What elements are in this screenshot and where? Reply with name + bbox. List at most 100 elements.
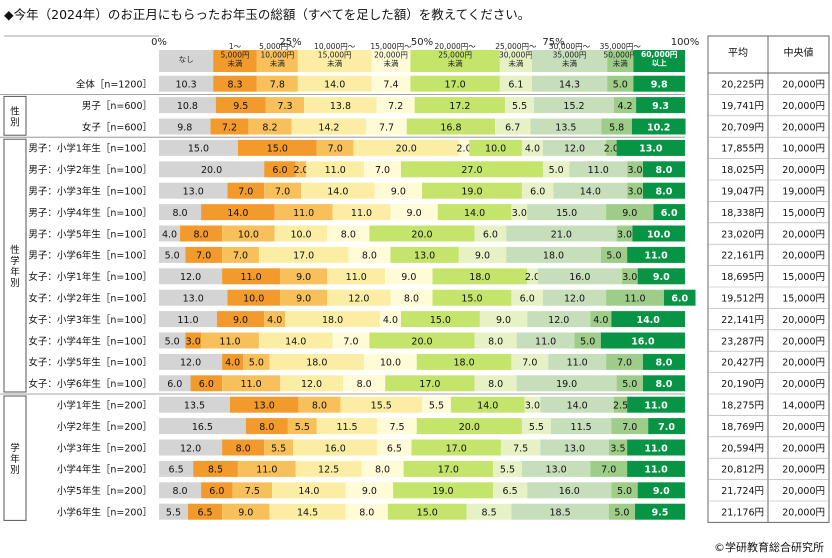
value-label: 8.0 xyxy=(404,294,419,305)
value-label: 11.0 xyxy=(588,165,609,176)
row-label: 女子：小学3年生［n=100］ xyxy=(28,314,152,326)
bar-segment xyxy=(516,375,617,392)
value-label: 17.0 xyxy=(445,80,466,91)
bar-segment xyxy=(216,311,265,328)
legend-swatch xyxy=(297,50,372,72)
bar-segment xyxy=(469,139,522,156)
legend-label: 未満 xyxy=(448,58,463,68)
value-label: 11.0 xyxy=(567,358,588,369)
bar-segment xyxy=(542,289,607,306)
value-label: 9.0 xyxy=(296,272,311,283)
value-label: 18.0 xyxy=(306,358,327,369)
bar-segment xyxy=(653,204,685,221)
value-label: 5.5 xyxy=(271,443,286,454)
row-label: 男子：小学2年生［n=100］ xyxy=(28,164,152,176)
bar-segment xyxy=(159,246,186,263)
bar-segment xyxy=(606,289,664,306)
row-label: 男子：小学4年生［n=100］ xyxy=(28,207,152,219)
bar-segment xyxy=(493,482,528,499)
bar-segment xyxy=(213,75,257,92)
legend-swatch xyxy=(256,50,298,72)
value-label: 13.5 xyxy=(555,122,576,133)
value-label: 14.0 xyxy=(636,315,660,326)
bar-segment xyxy=(215,97,266,114)
value-label: 4.0 xyxy=(225,358,240,369)
bar-segment xyxy=(159,97,216,114)
axis-tick-label: 0% xyxy=(151,37,167,48)
value-label: 14.0 xyxy=(227,208,248,219)
bar-segment xyxy=(611,418,649,435)
value-label: 8.0 xyxy=(312,401,327,412)
value-label: 5.5 xyxy=(500,465,515,476)
bar-segment xyxy=(374,182,422,199)
bar-segment xyxy=(600,246,628,263)
value-label: 7.0 xyxy=(617,358,632,369)
mean-value: 21,724円 xyxy=(721,486,764,497)
legend-label: 未満 xyxy=(508,58,523,68)
value-label: 10.0 xyxy=(290,229,311,240)
value-label: 14.0 xyxy=(567,401,588,412)
group-label-char: 別 xyxy=(10,465,20,476)
bar-segment xyxy=(590,311,612,328)
value-label: 5.0 xyxy=(249,358,264,369)
value-label: 9.8 xyxy=(177,122,192,133)
bar-segment xyxy=(505,97,535,114)
value-label: 5.0 xyxy=(580,336,595,347)
bar-segment xyxy=(265,97,305,114)
bar-segment xyxy=(369,332,475,349)
value-label: 4.0 xyxy=(525,144,540,155)
bar-segment xyxy=(390,204,438,221)
bar-segment xyxy=(237,139,317,156)
value-label: 15.0 xyxy=(267,144,288,155)
bar-segment xyxy=(210,118,249,135)
bar-segment xyxy=(279,289,328,306)
bar-segment xyxy=(279,375,344,392)
row-label: 男子［n=600］ xyxy=(82,101,152,112)
row-label: 女子：小学5年生［n=100］ xyxy=(28,357,152,369)
value-label: 11.0 xyxy=(644,465,668,476)
bar-segment xyxy=(248,118,292,135)
bar-segment xyxy=(159,396,231,413)
value-label: 16.5 xyxy=(192,422,213,433)
value-label: 15.0 xyxy=(556,208,577,219)
value-label: 17.2 xyxy=(449,101,470,112)
bar-segment xyxy=(377,439,412,456)
median-value: 20,000円 xyxy=(782,422,825,433)
bar-segment xyxy=(636,97,685,114)
bar-segment xyxy=(627,460,685,477)
bar-segment xyxy=(201,204,275,221)
row-label: 小学2年生［n=200］ xyxy=(57,421,152,433)
median-value: 15,000円 xyxy=(782,272,825,283)
value-label: 2.0 xyxy=(457,144,472,155)
bar-segment xyxy=(287,418,317,435)
bar-segment xyxy=(272,482,346,499)
bar-segment xyxy=(574,332,601,349)
bar-segment xyxy=(291,118,367,135)
bar-segment xyxy=(458,139,470,156)
bar-segment xyxy=(364,161,401,178)
value-label: 9.0 xyxy=(401,272,416,283)
bar-segment xyxy=(301,182,375,199)
bar-segment xyxy=(327,289,391,306)
bar-segment xyxy=(222,353,244,370)
bar-segment xyxy=(608,439,628,456)
legend-swatch xyxy=(410,50,500,72)
value-label: 13.0 xyxy=(414,251,435,262)
median-value: 20,000円 xyxy=(782,379,825,390)
value-label: 7.0 xyxy=(343,336,358,347)
value-label: 9.0 xyxy=(653,486,670,497)
value-label: 7.3 xyxy=(277,101,292,112)
mean-value: 18,769円 xyxy=(721,422,764,433)
value-label: 10.0 xyxy=(238,229,259,240)
value-label: 11.0 xyxy=(240,272,261,283)
axis-tick-label: 50% xyxy=(411,37,433,48)
bar-segment xyxy=(222,246,259,263)
bar-segment xyxy=(495,118,531,135)
value-label: 10.3 xyxy=(176,80,197,91)
value-label: 8.0 xyxy=(362,251,377,262)
value-label: 8.0 xyxy=(194,229,209,240)
mean-value: 21,176円 xyxy=(721,508,764,519)
value-label: 3.0 xyxy=(627,165,642,176)
bar-segment xyxy=(569,161,628,178)
value-label: 7.2 xyxy=(222,122,237,133)
